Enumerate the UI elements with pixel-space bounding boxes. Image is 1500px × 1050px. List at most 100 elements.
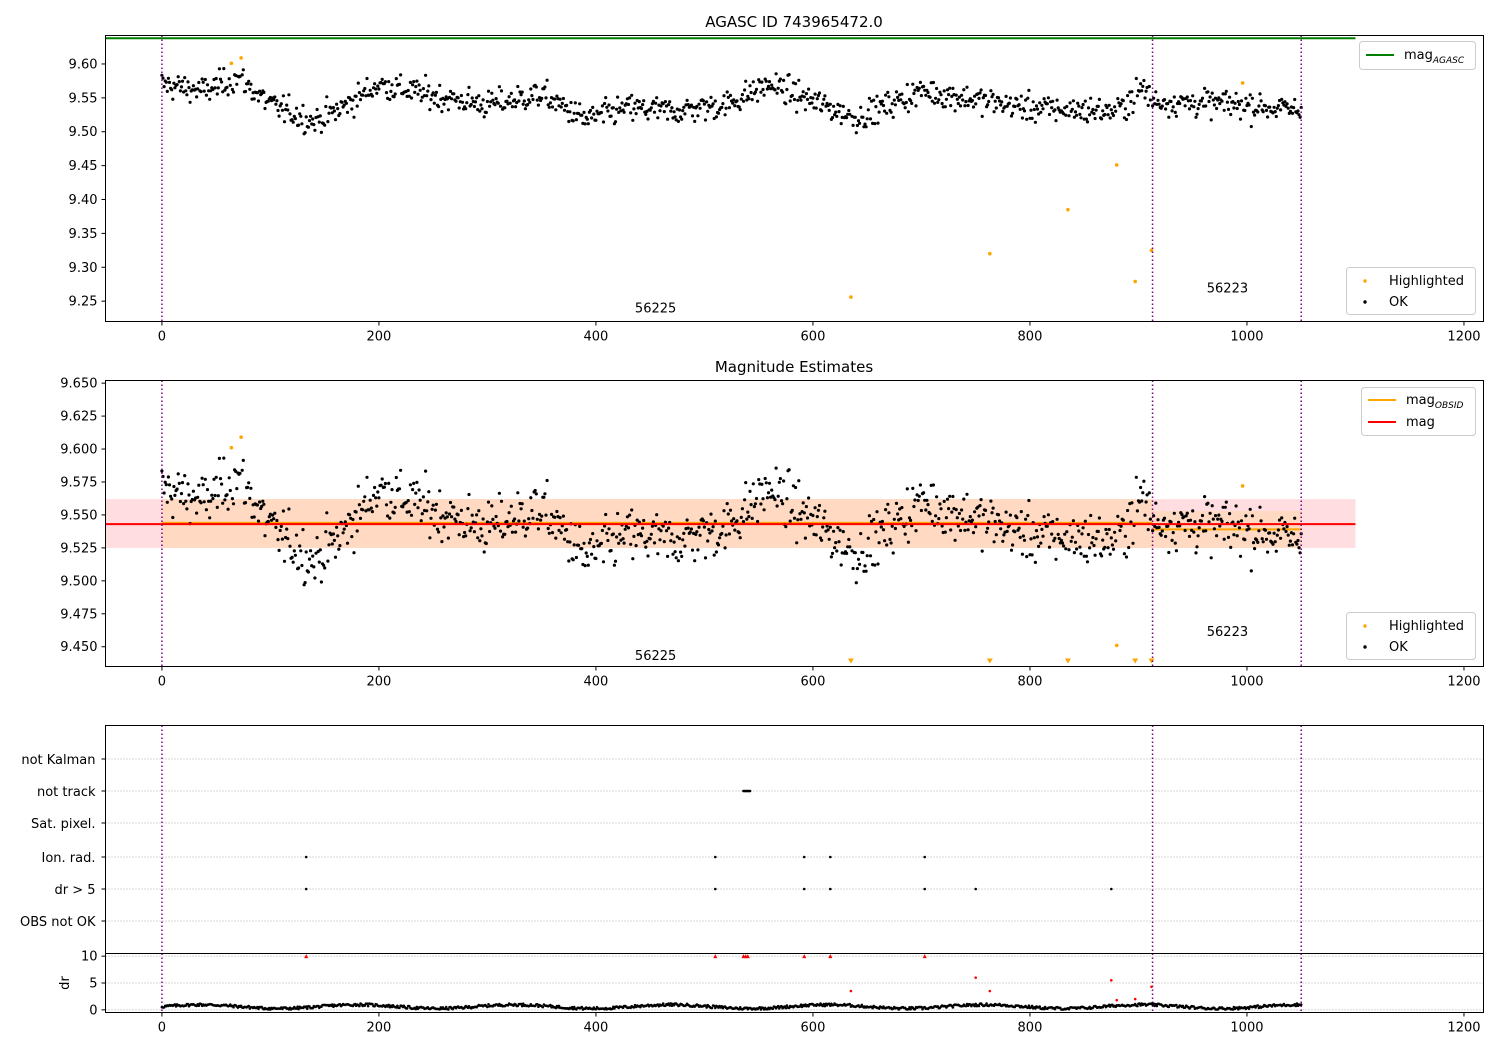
ok-point xyxy=(332,109,336,113)
ok-point xyxy=(749,503,753,507)
ok-point xyxy=(775,91,779,95)
ok-point xyxy=(1094,108,1098,112)
ok-point xyxy=(1290,111,1295,115)
ok-point xyxy=(1244,514,1248,518)
dr-point xyxy=(331,1003,334,1006)
ok-point xyxy=(770,488,774,492)
dr-point xyxy=(973,1004,976,1008)
ok-point xyxy=(424,469,428,473)
p1-xtick-label-2: 400 xyxy=(584,330,609,345)
ok-point xyxy=(1109,536,1113,540)
ok-point xyxy=(1026,96,1030,100)
ok-point xyxy=(765,496,770,500)
ok-point xyxy=(760,482,764,486)
ok-point xyxy=(739,97,743,101)
p2-xtick-label-6: 1200 xyxy=(1447,675,1480,690)
ok-point xyxy=(654,101,658,105)
ok-point xyxy=(269,518,274,522)
ok-point xyxy=(1256,110,1260,114)
ok-point xyxy=(858,562,862,566)
ok-point xyxy=(218,77,223,81)
ok-point xyxy=(1263,104,1267,108)
ok-point xyxy=(1226,535,1231,540)
ok-point xyxy=(482,550,486,554)
ok-point xyxy=(764,481,768,485)
p4-xtick-label-0: 0 xyxy=(158,1021,166,1036)
ok-point xyxy=(664,529,669,533)
ok-point xyxy=(1060,541,1065,545)
ok-point xyxy=(482,115,486,119)
ok-point xyxy=(994,533,998,537)
ok-point xyxy=(868,554,873,558)
dr-point xyxy=(444,1005,448,1009)
ok-point xyxy=(1096,104,1100,108)
ok-point xyxy=(828,525,832,529)
ok-point xyxy=(713,99,717,103)
ok-point xyxy=(681,109,685,113)
ok-point xyxy=(368,88,372,92)
ok-point xyxy=(733,104,737,108)
ok-point xyxy=(454,99,458,103)
ok-point xyxy=(409,96,414,100)
dr-point xyxy=(669,1002,673,1005)
ok-point xyxy=(1209,556,1213,560)
ok-point xyxy=(792,97,797,102)
ok-point xyxy=(1064,113,1068,117)
dr-flag-marker xyxy=(922,954,927,959)
ok-point xyxy=(677,108,682,112)
ok-point xyxy=(476,536,480,540)
ok-point xyxy=(1122,552,1126,556)
ok-point xyxy=(716,543,721,547)
ok-point xyxy=(307,557,312,561)
ok-point xyxy=(945,497,950,501)
ok-point xyxy=(1086,106,1091,110)
dr-point xyxy=(295,1007,298,1010)
p4-xtick-label-5: 1000 xyxy=(1230,1021,1263,1036)
ok-point xyxy=(827,108,831,112)
ok-point xyxy=(412,80,416,84)
ok-point xyxy=(177,80,181,84)
ok-point xyxy=(485,99,489,104)
ok-point xyxy=(748,489,752,493)
ok-point xyxy=(628,96,632,100)
ok-point xyxy=(939,507,943,511)
ok-point xyxy=(924,93,928,97)
ok-point xyxy=(298,544,302,548)
ok-point xyxy=(460,100,465,104)
ok-point xyxy=(790,93,794,98)
ok-point xyxy=(817,91,822,95)
ok-point xyxy=(746,510,750,514)
ok-point xyxy=(1076,101,1080,105)
ok-point xyxy=(872,517,876,522)
p2-xtick-label-4: 800 xyxy=(1018,675,1043,690)
ok-point xyxy=(1103,112,1107,117)
ok-point xyxy=(1244,96,1248,100)
ok-point xyxy=(454,519,458,524)
ok-point xyxy=(1047,545,1052,549)
ok-point xyxy=(435,527,440,531)
ok-point xyxy=(479,527,483,531)
ok-point xyxy=(1215,534,1219,538)
ok-point xyxy=(1001,109,1005,113)
ok-point xyxy=(547,105,551,109)
dr-point xyxy=(1139,1004,1142,1007)
ok-point xyxy=(212,477,216,481)
ok-point xyxy=(1011,543,1015,547)
ok-point xyxy=(690,114,695,118)
ok-point xyxy=(166,76,170,80)
ok-point xyxy=(222,456,226,460)
ok-point xyxy=(1121,99,1125,103)
ok-point xyxy=(1258,92,1262,96)
dr-flag-marker xyxy=(828,954,833,959)
ok-point xyxy=(358,516,363,521)
ok-point xyxy=(1293,97,1297,102)
ok-point xyxy=(615,107,619,111)
offscale-marker xyxy=(847,658,854,664)
ok-point xyxy=(1015,97,1019,101)
ok-point xyxy=(1276,528,1280,532)
ok-point xyxy=(180,481,185,485)
ok-point xyxy=(271,513,275,517)
ok-point xyxy=(782,78,786,82)
ok-point xyxy=(1217,513,1221,517)
ok-point xyxy=(1080,532,1084,536)
